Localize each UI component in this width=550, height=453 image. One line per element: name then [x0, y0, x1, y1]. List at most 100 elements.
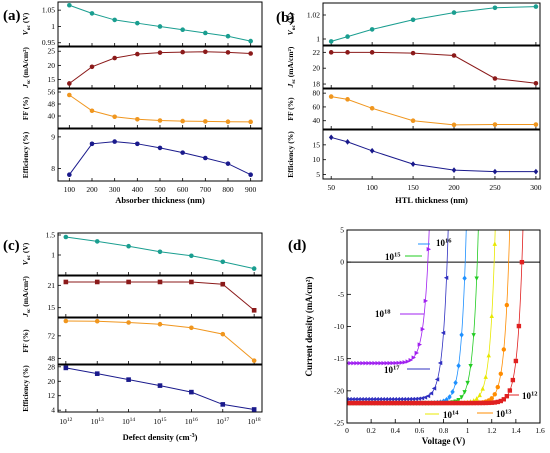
jv-series-4 [347, 230, 479, 406]
x-tick-label: 500 [154, 185, 166, 194]
y-axis-label: Efficiency (%) [21, 365, 30, 412]
data-point [345, 139, 350, 145]
y-tick-label: 5 [340, 226, 344, 235]
data-point [345, 97, 350, 102]
data-point [248, 38, 253, 44]
data-point [451, 167, 457, 173]
jv-point [372, 360, 377, 366]
jv-point [498, 371, 503, 376]
jv-point [456, 397, 461, 403]
jv-point [489, 396, 494, 401]
data-point [89, 11, 95, 16]
x-tick-label: 1016 [185, 417, 198, 426]
data-point [112, 17, 117, 23]
data-point [157, 145, 163, 151]
data-point [251, 307, 257, 313]
data-point [451, 10, 457, 15]
data-point [220, 281, 226, 287]
data-point [94, 239, 100, 244]
data-point [248, 172, 253, 177]
jv-point [431, 386, 437, 391]
data-point [369, 27, 375, 32]
y-tick-label: 15 [313, 140, 321, 149]
data-point [126, 320, 131, 325]
jv-point [392, 396, 398, 402]
x-tick-label: 1.4 [511, 426, 521, 435]
jv-point [395, 396, 401, 402]
data-point [89, 141, 95, 147]
data-point [251, 358, 257, 363]
subplot-frame [322, 88, 541, 130]
jv-point [459, 395, 464, 400]
data-point [345, 34, 350, 39]
jv-point [414, 350, 419, 356]
jv-line [347, 230, 430, 364]
x-tick-label: 1013 [91, 417, 104, 426]
jv-point [465, 380, 470, 386]
jv-point [405, 359, 410, 364]
x-tick-label: 1014 [122, 417, 135, 426]
series-line [69, 51, 251, 84]
data-point [157, 279, 163, 285]
jv-point [374, 396, 379, 402]
subplot-frame [57, 128, 263, 182]
data-point [203, 119, 208, 124]
y-tick-label: 80 [313, 89, 321, 98]
jv-point [428, 391, 434, 396]
data-point [89, 108, 95, 114]
y-tick-label: 1 [316, 35, 320, 44]
y-tick-label: 15 [48, 75, 56, 84]
series-line [69, 94, 251, 123]
jv-point [410, 396, 416, 402]
data-point [180, 118, 185, 124]
x-tick-label: 1.6 [535, 426, 545, 435]
subplot-3: 40 60 80 FF (%) [286, 88, 541, 130]
jv-point [348, 360, 353, 366]
data-point [157, 383, 163, 388]
data-point [94, 371, 100, 376]
data-point [135, 141, 140, 147]
data-point [410, 118, 416, 124]
jv-point [375, 360, 380, 366]
data-point [203, 49, 208, 55]
data-point [189, 325, 194, 331]
jv-point [387, 360, 392, 366]
data-point [203, 30, 208, 36]
subplot-frame [57, 1, 263, 47]
y-tick-label: 21 [48, 281, 56, 290]
jv-point [401, 396, 407, 402]
x-tick-label: 700 [200, 185, 212, 194]
y-axis-label: Efficiency (%) [21, 131, 30, 178]
data-point [126, 243, 131, 249]
data-point [220, 331, 226, 337]
jv-point [369, 360, 374, 366]
y-axis-label: FF (%) [21, 329, 30, 353]
data-point [157, 321, 163, 327]
data-point [67, 172, 72, 177]
jv-point [486, 352, 491, 358]
y-tick-label: 18 [313, 80, 321, 89]
y-tick-label: 4 [51, 406, 55, 415]
jv-point [368, 396, 373, 402]
y-tick-label: -20 [334, 386, 344, 395]
data-point [189, 253, 194, 259]
annotation-label: 1014 [443, 409, 459, 420]
panel-label: (b) [276, 10, 294, 26]
data-point [157, 24, 163, 29]
y-tick-label: 48 [48, 354, 56, 363]
data-point [220, 402, 226, 407]
jv-point [354, 360, 359, 366]
y-tick-label: 0.95 [42, 38, 55, 47]
subplot-1: 0.95 1 1.05 Voc (V) [21, 1, 263, 47]
data-point [225, 50, 231, 55]
series-annotation: 1012 [505, 390, 538, 401]
jv-point [462, 390, 467, 395]
y-tick-label: -25 [334, 419, 344, 428]
panel-c: (c) 1 1.5 Voc (V) 15 21 Jsc (mA/cm²) 48 72 FF (%)… [3, 231, 263, 442]
subplot-3: 48 72 FF (%) [21, 317, 263, 365]
data-point [63, 365, 69, 371]
jv-point [450, 389, 455, 395]
panel-b: (b) 1 1.02 Voc (V) 18 20 22 Jsc (mA/cm²) 40 60 80 F… [276, 2, 542, 205]
subplot-1: 1 1.02 Voc (V) [286, 2, 541, 46]
x-axis-label: Absorber thickness (nm) [115, 195, 205, 205]
